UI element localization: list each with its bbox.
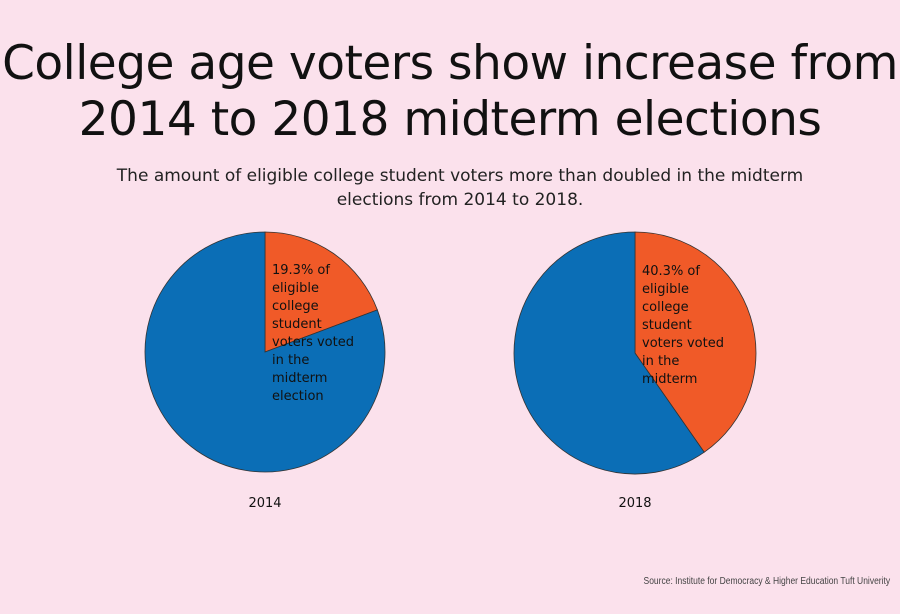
pie-2018-slice-1: [513, 231, 705, 475]
pie-2018-annotation-line: midterm: [642, 372, 697, 387]
pie-2014-annotation-line: college: [272, 299, 319, 314]
pie-2014-annotation-line: election: [272, 389, 324, 404]
pie-2018-annotation-line: in the: [642, 354, 679, 369]
pie-2018-annotation-line: voters voted: [642, 336, 724, 351]
pie-2018-annotation-line: eligible: [642, 282, 689, 297]
pie-2018-annotation-line: student: [642, 318, 692, 333]
pie-2018-annotation-line: 40.3% of: [642, 264, 700, 279]
pie-2014-annotation-line: 19.3% of: [272, 263, 330, 278]
pie-2014-annotation-line: in the: [272, 353, 309, 368]
pie-2014-slice-1: [144, 231, 386, 473]
source-note: Source: Institute for Democracy & Higher…: [643, 576, 890, 587]
pie-2018-slice-0: [634, 231, 757, 453]
pie-2014-slice-0: [264, 231, 378, 353]
chart-subtitle: The amount of eligible college student v…: [116, 166, 804, 210]
pie-2014-annotation-line: midterm: [272, 371, 327, 386]
pie-2018-label: 2018: [618, 496, 651, 511]
pie-2014-label: 2014: [248, 496, 281, 511]
pie-2014-annotation-line: student: [272, 317, 322, 332]
pie-2014-annotation-line: voters voted: [272, 335, 354, 350]
pie-2018-annotation-line: college: [642, 300, 689, 315]
pie-2014-annotation-line: eligible: [272, 281, 319, 296]
chart-title: College age voters show increase from 20…: [2, 36, 898, 147]
